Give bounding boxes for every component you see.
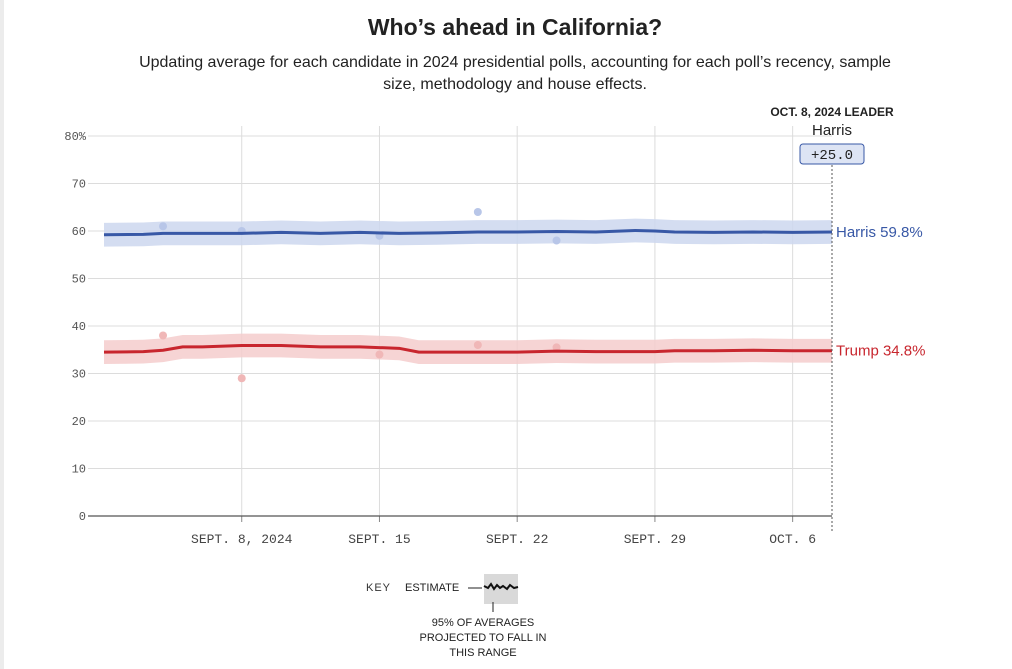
y-tick-label: 10	[72, 463, 86, 477]
harris-poll-dot	[159, 222, 168, 231]
x-tick-label: OCT. 6	[769, 532, 816, 547]
axis-layer: 0 10 20 30 40 50 60 70 80% SEPT. 8, 2024 SEPT. 15 S…	[64, 130, 832, 547]
key-note-line-3: THIS RANGE	[449, 647, 517, 659]
trump-average-line	[103, 343, 832, 354]
x-tick-label: SEPT. 29	[624, 532, 686, 547]
chart-subtitle: Updating average for each candidate in 2…	[0, 52, 1012, 96]
x-tick-label: SEPT. 15	[348, 532, 410, 547]
chart-key: KEY ESTIMATE 95% OF AVERAGES PROJECTED T…	[360, 570, 620, 665]
x-tick-label: SEPT. 22	[486, 532, 548, 547]
harris-average-line	[103, 229, 833, 237]
key-note: 95% OF AVERAGES PROJECTED TO FALL IN THI…	[408, 616, 558, 661]
trump-poll-dot	[552, 343, 561, 352]
key-band-icon	[468, 574, 519, 612]
y-tick-label: 30	[72, 368, 86, 382]
y-tick-label: 0	[79, 510, 86, 524]
leader-annotation: OCT. 8, 2024 LEADER Harris +25.0	[770, 105, 894, 532]
leader-margin-value: +25.0	[811, 148, 853, 164]
key-note-line-2: PROJECTED TO FALL IN	[419, 632, 547, 644]
harris-poll-dot	[473, 208, 482, 216]
leader-date-label: OCT. 8, 2024 LEADER	[770, 105, 894, 119]
key-label: KEY	[366, 582, 392, 594]
grid-layer	[88, 126, 832, 516]
trump-poll-dot	[237, 374, 246, 383]
key-estimate-label: ESTIMATE	[405, 582, 460, 594]
trump-confidence-band	[104, 333, 832, 364]
trump-poll-dot	[375, 350, 384, 359]
harris-poll-dot	[552, 236, 561, 245]
y-tick-label: 80%	[64, 130, 86, 144]
y-tick-label: 60	[72, 225, 86, 239]
chart-title: Who’s ahead in California?	[367, 14, 663, 40]
y-tick-label: 70	[72, 178, 86, 192]
harris-end-label: Harris 59.8%	[836, 224, 923, 241]
chart-subtitle-text: Updating average for each candidate in 2…	[139, 54, 891, 93]
page-left-border	[0, 0, 4, 669]
y-tick-label: 40	[72, 320, 86, 334]
x-tick-label: SEPT. 8, 2024	[191, 532, 293, 547]
key-estimate-line	[483, 582, 519, 591]
key-band-shape	[484, 574, 518, 604]
leader-margin-badge	[799, 143, 865, 165]
confidence-band-layer	[104, 218, 832, 364]
trump-poll-dot	[473, 341, 482, 349]
leader-name: Harris	[812, 122, 852, 139]
series-line-layer	[103, 229, 833, 354]
y-tick-label: 50	[72, 273, 86, 287]
y-tick-label: 20	[72, 415, 86, 429]
series-label-layer: Harris 59.8% Trump 34.8%	[836, 224, 925, 360]
trump-end-label: Trump 34.8%	[836, 343, 925, 360]
key-note-line-1: 95% OF AVERAGES	[431, 617, 535, 629]
trump-poll-dot	[159, 331, 168, 340]
